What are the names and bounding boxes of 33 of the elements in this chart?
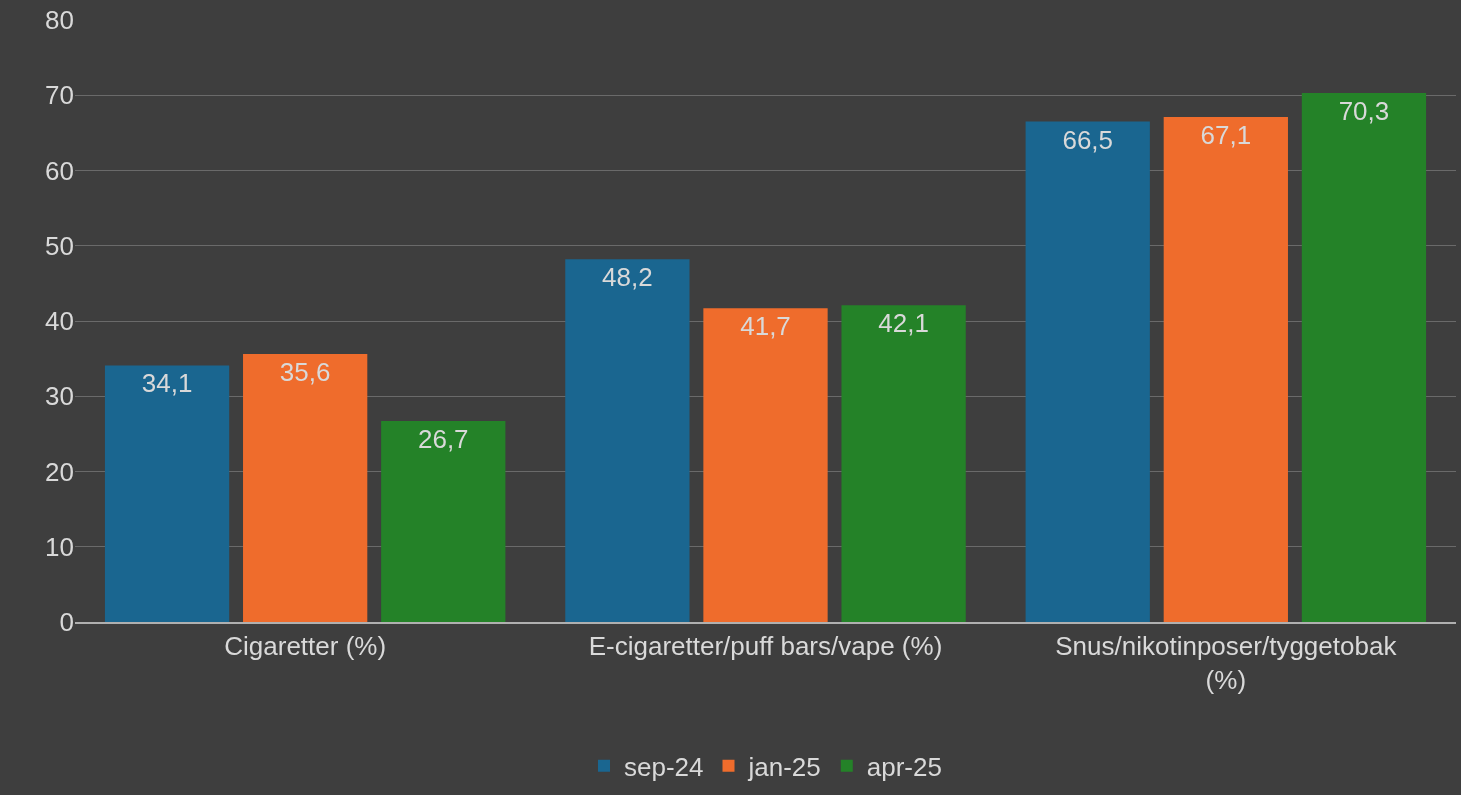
bar xyxy=(1163,117,1288,622)
y-tick-label: 50 xyxy=(45,230,74,261)
x-tick-label: E-cigaretter/puff bars/vape (%) xyxy=(588,631,943,662)
y-tick-label: 40 xyxy=(45,306,74,337)
y-tick-label: 20 xyxy=(45,456,74,487)
legend-label: apr-25 xyxy=(866,751,942,782)
data-label: 70,3 xyxy=(1338,95,1390,126)
y-tick-label: 60 xyxy=(45,155,74,186)
legend-label: sep-24 xyxy=(624,751,704,782)
x-tick-label: Cigaretter (%) xyxy=(224,631,387,662)
y-tick-label: 80 xyxy=(45,5,74,36)
data-label: 42,1 xyxy=(878,308,929,339)
data-label: 66,5 xyxy=(1062,124,1114,155)
bar xyxy=(565,259,690,622)
data-label: 67,1 xyxy=(1200,120,1252,151)
bar xyxy=(703,308,828,622)
y-tick-label: 70 xyxy=(45,80,74,111)
legend-label: jan-25 xyxy=(747,751,821,782)
bar xyxy=(1301,92,1427,622)
x-tick-label: Snus/nikotinposer/tyggetobak (%) xyxy=(1055,631,1398,695)
data-label: 41,7 xyxy=(740,311,791,342)
bar xyxy=(381,421,506,622)
data-label: 34,1 xyxy=(141,368,193,399)
bar xyxy=(841,305,966,622)
y-tick-label: 10 xyxy=(45,531,74,562)
data-label: 35,6 xyxy=(279,357,331,388)
y-tick-label: 0 xyxy=(59,607,74,638)
y-tick-label: 30 xyxy=(45,381,74,412)
bar xyxy=(104,365,230,622)
bar xyxy=(243,354,368,622)
data-label: 26,7 xyxy=(417,424,469,455)
data-label: 48,2 xyxy=(602,262,653,293)
bar xyxy=(1025,121,1150,622)
